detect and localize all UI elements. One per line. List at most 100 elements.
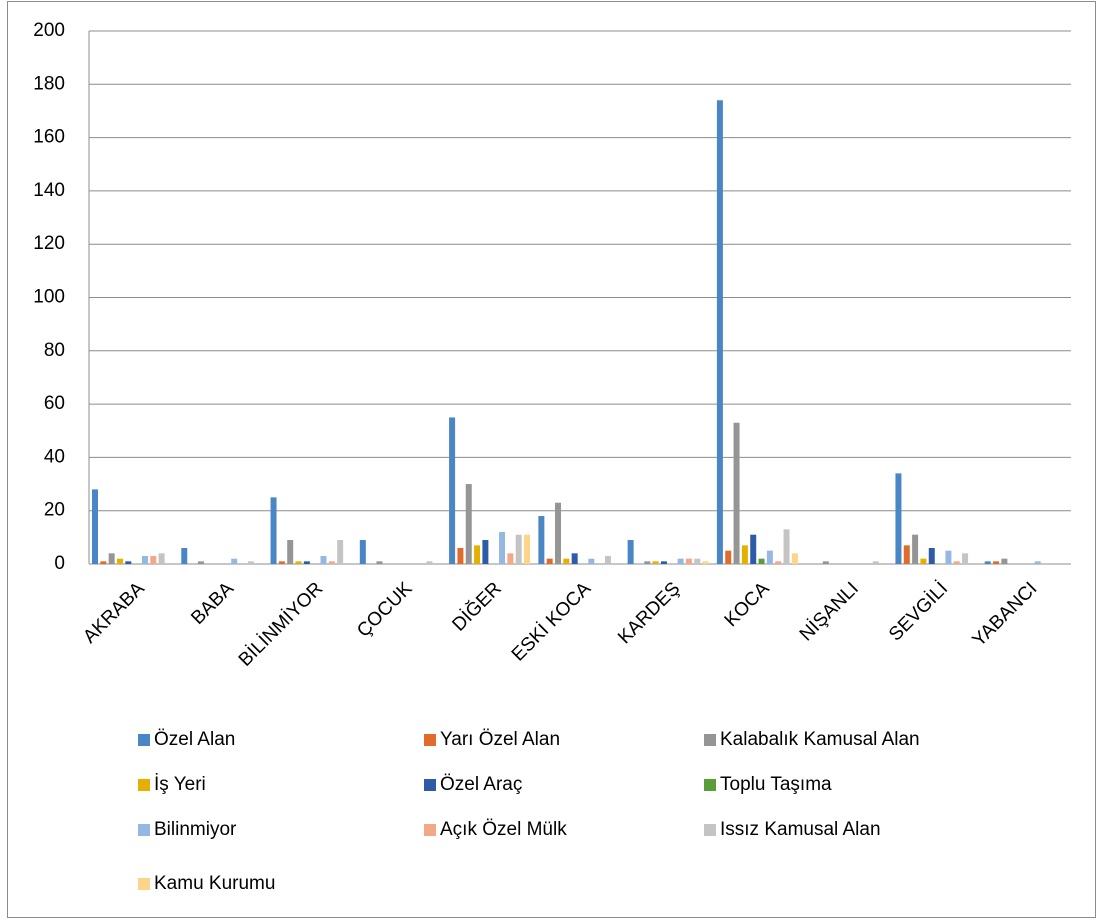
bar	[872, 561, 879, 564]
legend-swatch	[138, 779, 150, 791]
bar	[604, 556, 611, 564]
bar	[563, 558, 570, 564]
bar	[822, 561, 829, 564]
bar	[588, 558, 595, 564]
bar	[912, 534, 919, 564]
bar	[694, 558, 701, 564]
legend-swatch	[424, 734, 436, 746]
bar	[150, 556, 157, 564]
bar	[741, 545, 748, 564]
legend-swatch	[424, 824, 436, 836]
bar	[92, 489, 98, 564]
bar	[702, 561, 709, 564]
y-tick-label: 140	[33, 180, 65, 201]
bar	[474, 545, 481, 564]
bar	[278, 561, 285, 564]
y-tick-label: 120	[33, 233, 65, 254]
bar	[426, 561, 433, 564]
bar	[791, 553, 798, 564]
legend-swatch	[138, 878, 150, 890]
legend-label: Issız Kamusal Alan	[720, 819, 881, 840]
bar	[465, 484, 472, 564]
bar	[677, 558, 684, 564]
bar	[953, 561, 960, 564]
bar	[320, 556, 327, 564]
bar	[328, 561, 335, 564]
bar	[158, 553, 165, 564]
bar	[725, 550, 732, 564]
bar	[515, 534, 522, 564]
bar	[270, 497, 277, 564]
bar	[644, 561, 651, 564]
bar	[287, 540, 294, 564]
legend-label: İş Yeri	[154, 774, 206, 795]
bar	[766, 550, 773, 564]
bar	[895, 473, 902, 564]
bar	[524, 534, 531, 564]
bar	[507, 553, 514, 564]
legend-swatch	[704, 824, 716, 836]
chart-border	[7, 1, 1096, 918]
bar	[108, 553, 115, 564]
y-tick-label: 80	[44, 340, 65, 361]
bar	[337, 540, 344, 564]
bar	[125, 561, 132, 564]
bar	[984, 561, 991, 564]
legend-swatch	[704, 779, 716, 791]
bar	[231, 558, 238, 564]
y-tick-label: 40	[44, 446, 65, 467]
bar	[758, 558, 765, 564]
bar	[993, 561, 1000, 564]
bar	[141, 556, 148, 564]
bar	[457, 548, 464, 564]
bar	[750, 534, 757, 564]
y-tick-label: 200	[33, 20, 65, 41]
bar	[247, 561, 254, 564]
legend-swatch	[704, 734, 716, 746]
legend-label: Açık Özel Mülk	[440, 819, 567, 840]
bar	[928, 548, 935, 564]
bar	[962, 553, 969, 564]
bar	[1034, 561, 1041, 564]
bar	[295, 561, 302, 564]
bar	[1001, 558, 1008, 564]
bar	[660, 561, 667, 564]
bar	[903, 545, 910, 564]
bar	[627, 540, 634, 564]
bar	[775, 561, 782, 564]
bar	[571, 553, 578, 564]
bar	[449, 417, 456, 564]
bar	[303, 561, 310, 564]
bar	[116, 558, 123, 564]
bar	[783, 529, 790, 564]
bar	[920, 558, 927, 564]
bar	[482, 540, 489, 564]
bar	[376, 561, 383, 564]
bar	[546, 558, 553, 564]
bar	[181, 548, 188, 564]
bar	[359, 540, 366, 564]
bar	[555, 502, 562, 564]
bar	[197, 561, 204, 564]
legend-label: Bilinmiyor	[154, 819, 237, 840]
bar	[716, 100, 723, 564]
bar	[538, 516, 545, 564]
y-tick-label: 0	[54, 553, 65, 574]
legend-swatch	[138, 824, 150, 836]
legend-label: Yarı Özel Alan	[440, 729, 560, 750]
y-tick-label: 20	[44, 500, 65, 521]
y-tick-label: 180	[33, 73, 65, 94]
y-tick-label: 160	[33, 127, 65, 148]
bar	[499, 532, 506, 564]
legend-swatch	[138, 734, 150, 746]
bar	[733, 422, 740, 564]
y-tick-label: 100	[33, 287, 65, 308]
bar	[945, 550, 952, 564]
bar	[652, 561, 659, 564]
y-tick-label: 60	[44, 393, 65, 414]
bar	[100, 561, 107, 564]
legend-swatch	[424, 779, 436, 791]
legend-label: Toplu Taşıma	[720, 774, 832, 795]
legend-label: Kamu Kurumu	[154, 873, 275, 894]
